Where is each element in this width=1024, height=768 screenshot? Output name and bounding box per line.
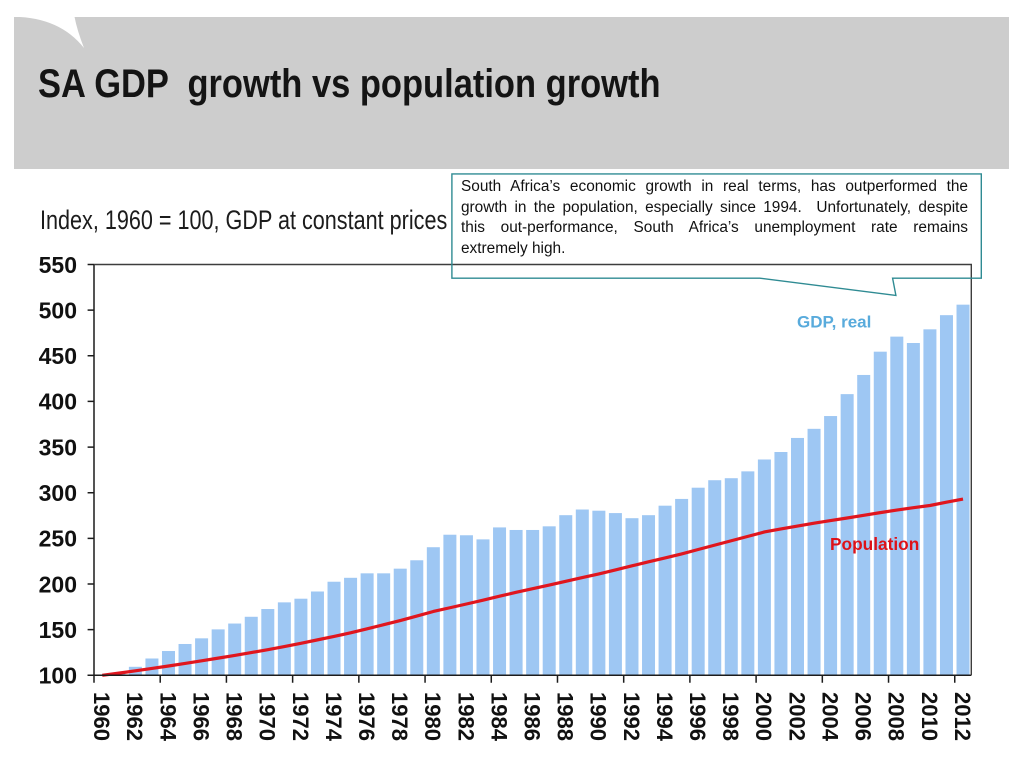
svg-text:1962: 1962 bbox=[122, 692, 147, 741]
svg-text:300: 300 bbox=[39, 480, 77, 506]
svg-text:150: 150 bbox=[39, 617, 77, 643]
svg-text:200: 200 bbox=[39, 571, 77, 597]
svg-text:1994: 1994 bbox=[652, 692, 677, 742]
svg-text:GDP, real: GDP, real bbox=[797, 313, 871, 332]
svg-text:250: 250 bbox=[39, 526, 77, 552]
svg-text:1972: 1972 bbox=[288, 692, 313, 741]
svg-text:1964: 1964 bbox=[155, 692, 180, 742]
svg-text:1966: 1966 bbox=[188, 692, 213, 741]
svg-text:1980: 1980 bbox=[420, 692, 445, 741]
svg-text:100: 100 bbox=[39, 663, 77, 689]
svg-text:1970: 1970 bbox=[255, 692, 280, 741]
svg-text:1968: 1968 bbox=[222, 692, 247, 741]
svg-text:1978: 1978 bbox=[387, 692, 412, 741]
svg-text:1974: 1974 bbox=[321, 692, 346, 742]
svg-text:1976: 1976 bbox=[354, 692, 379, 741]
svg-text:550: 550 bbox=[39, 252, 77, 278]
svg-text:1992: 1992 bbox=[619, 692, 644, 741]
svg-text:1986: 1986 bbox=[520, 692, 545, 741]
svg-text:2006: 2006 bbox=[851, 692, 876, 741]
svg-text:350: 350 bbox=[39, 434, 77, 460]
svg-text:400: 400 bbox=[39, 389, 77, 415]
svg-text:Population: Population bbox=[830, 534, 919, 554]
svg-text:2008: 2008 bbox=[884, 692, 909, 741]
svg-text:1982: 1982 bbox=[453, 692, 478, 741]
svg-text:1998: 1998 bbox=[718, 692, 743, 741]
svg-text:1990: 1990 bbox=[586, 692, 611, 741]
svg-text:1960: 1960 bbox=[89, 692, 114, 741]
svg-text:1984: 1984 bbox=[486, 692, 511, 742]
svg-text:2002: 2002 bbox=[784, 692, 809, 741]
svg-text:2004: 2004 bbox=[817, 692, 842, 742]
svg-text:500: 500 bbox=[39, 297, 77, 323]
svg-text:2010: 2010 bbox=[917, 692, 942, 741]
svg-text:2000: 2000 bbox=[751, 692, 776, 741]
svg-text:1988: 1988 bbox=[553, 692, 578, 741]
svg-text:1996: 1996 bbox=[685, 692, 710, 741]
svg-text:2012: 2012 bbox=[950, 692, 975, 741]
svg-text:450: 450 bbox=[39, 343, 77, 369]
